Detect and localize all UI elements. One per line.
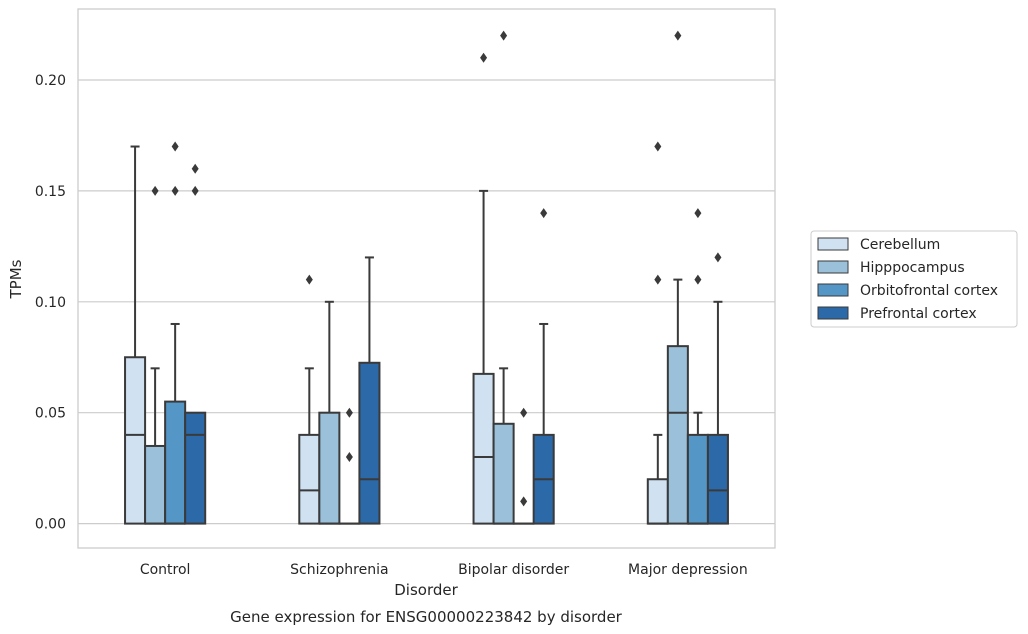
- box-group: [646, 30, 729, 525]
- legend-label: Orbitofrontal cortex: [860, 283, 998, 299]
- outlier-point: [171, 141, 179, 152]
- outlier-point: [480, 52, 488, 63]
- outlier-point: [540, 208, 548, 219]
- outlier-point: [674, 30, 682, 41]
- box: [184, 411, 207, 525]
- outlier-point: [714, 252, 722, 263]
- y-tick-label: 0.05: [35, 406, 66, 422]
- y-tick-label: 0.20: [35, 73, 66, 89]
- box: [124, 356, 147, 525]
- outlier-point: [694, 208, 702, 219]
- box: [686, 433, 709, 525]
- x-axis-title: Disorder: [394, 581, 458, 599]
- x-tick-labels: Control Schizophrenia Bipolar disorder Majo…: [140, 562, 748, 578]
- y-tick-labels: 0.00 0.05 0.10 0.15 0.20: [35, 73, 66, 533]
- outlier-point: [305, 274, 313, 285]
- box: [646, 478, 669, 525]
- outlier-point: [500, 30, 508, 41]
- box-group: [298, 256, 381, 525]
- x-tick-label: Schizophrenia: [290, 562, 388, 578]
- box-group: [124, 141, 207, 525]
- outlier-point: [654, 141, 662, 152]
- y-axis-title: TPMs: [7, 259, 25, 299]
- box: [492, 422, 515, 525]
- box: [318, 411, 341, 525]
- outlier-point: [345, 452, 353, 463]
- box: [472, 372, 495, 525]
- legend-swatch: [817, 237, 849, 251]
- box-group: [472, 30, 555, 525]
- box: [164, 400, 187, 525]
- x-tick-label: Bipolar disorder: [458, 562, 569, 578]
- box: [298, 433, 321, 525]
- x-tick-label: Control: [140, 562, 191, 578]
- y-tick-label: 0.00: [35, 517, 66, 533]
- outlier-point: [520, 496, 528, 507]
- outlier-point: [151, 185, 159, 196]
- legend-frame: [810, 230, 1018, 328]
- outlier-point: [191, 163, 199, 174]
- legend-swatch: [817, 260, 849, 274]
- y-tick-label: 0.10: [35, 295, 66, 311]
- outlier-point: [654, 274, 662, 285]
- outlier-point: [694, 274, 702, 285]
- legend-swatch: [817, 306, 849, 320]
- legend-label: Hipppocampus: [860, 260, 965, 276]
- outlier-point: [171, 185, 179, 196]
- box: [144, 444, 167, 525]
- outlier-point: [520, 407, 528, 418]
- box-groups: [124, 30, 729, 525]
- legend-label: Cerebellum: [860, 237, 940, 253]
- box: [706, 433, 729, 525]
- outlier-point: [191, 185, 199, 196]
- box: [358, 361, 381, 525]
- legend-swatch: [817, 283, 849, 297]
- y-tick-label: 0.15: [35, 184, 66, 200]
- box: [666, 345, 689, 525]
- chart-caption: Gene expression for ENSG00000223842 by d…: [230, 608, 623, 626]
- legend-label: Prefrontal cortex: [860, 306, 977, 322]
- legend: Cerebellum Hipppocampus Orbitofrontal cort…: [810, 230, 1018, 328]
- outlier-point: [345, 407, 353, 418]
- x-tick-label: Major depression: [628, 562, 748, 578]
